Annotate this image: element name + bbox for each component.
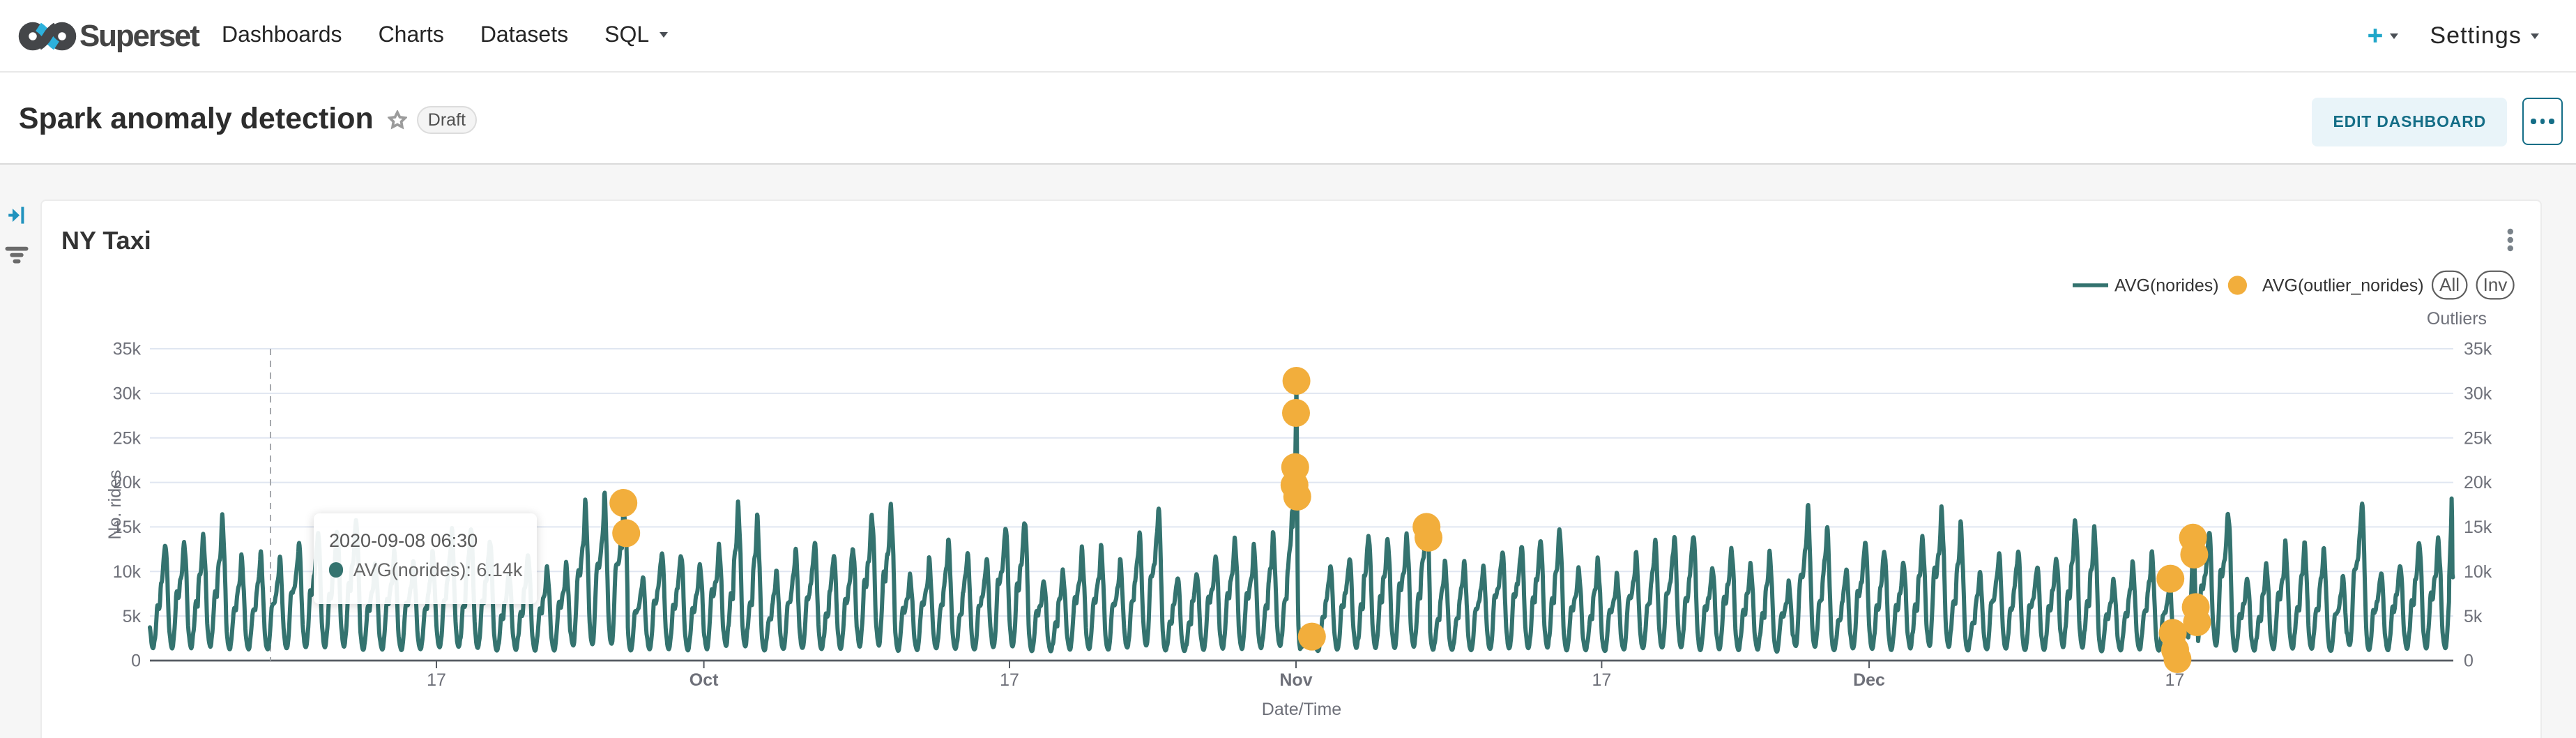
svg-text:All: All (2439, 273, 2459, 294)
svg-text:17: 17 (2164, 670, 2183, 689)
svg-text:Inv: Inv (2483, 273, 2507, 294)
svg-text:35k: 35k (112, 339, 141, 359)
svg-text:30k: 30k (112, 383, 141, 402)
svg-text:Dec: Dec (1852, 670, 1884, 689)
svg-text:30k: 30k (2463, 383, 2492, 402)
svg-text:Nov: Nov (1279, 670, 1311, 689)
svg-text:25k: 25k (112, 428, 141, 447)
svg-text:35k: 35k (2463, 339, 2492, 359)
svg-text:AVG(outlier_norides): AVG(outlier_norides) (2262, 275, 2423, 294)
svg-text:No. rides: No. rides (105, 469, 124, 539)
svg-text:15k: 15k (112, 517, 141, 536)
svg-text:AVG(norides): AVG(norides) (2114, 275, 2218, 294)
svg-text:Oct: Oct (689, 670, 718, 689)
svg-text:0: 0 (130, 651, 140, 670)
svg-text:NY Taxi: NY Taxi (61, 225, 151, 254)
svg-text:17: 17 (1591, 670, 1610, 689)
svg-text:20k: 20k (2463, 472, 2492, 492)
svg-text:20k: 20k (112, 472, 141, 492)
svg-text:17: 17 (999, 670, 1019, 689)
svg-text:0: 0 (2463, 651, 2473, 670)
svg-text:Outliers: Outliers (2426, 308, 2486, 328)
svg-text:25k: 25k (2463, 428, 2492, 447)
svg-text:10k: 10k (112, 562, 141, 581)
svg-text:5k: 5k (122, 606, 141, 626)
svg-text:17: 17 (426, 670, 445, 689)
svg-text:10k: 10k (2463, 562, 2492, 581)
svg-text:Date/Time: Date/Time (1261, 699, 1341, 718)
svg-text:5k: 5k (2463, 606, 2482, 626)
svg-text:15k: 15k (2463, 517, 2492, 536)
